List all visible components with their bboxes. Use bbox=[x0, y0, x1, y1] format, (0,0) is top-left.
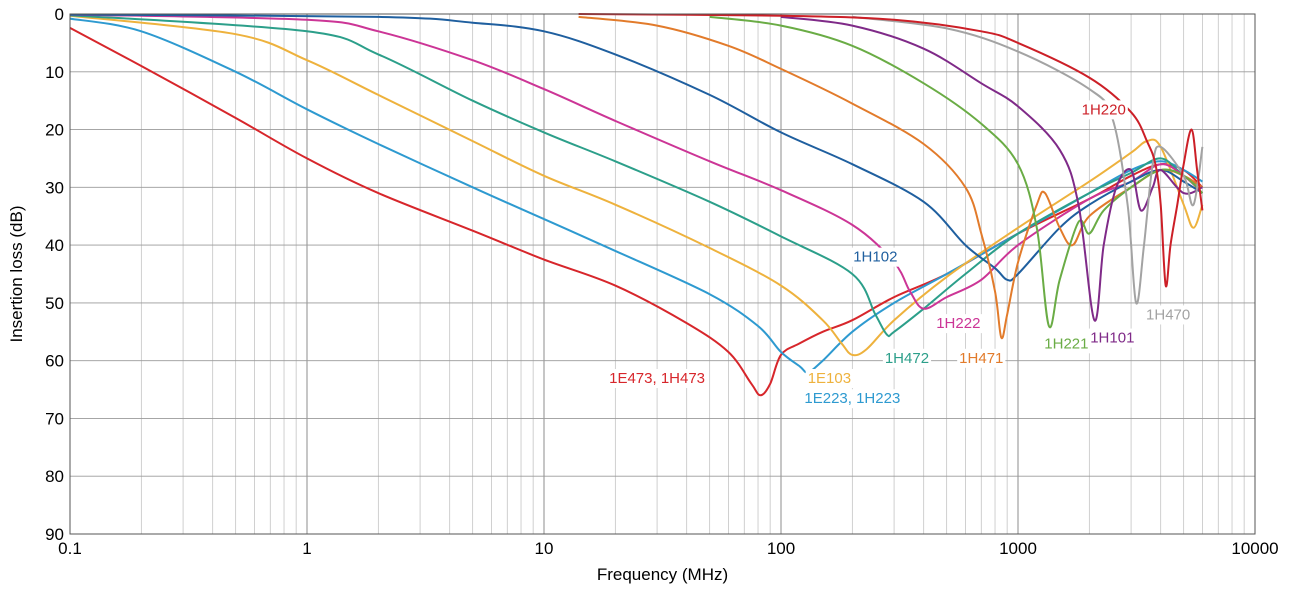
y-tick-label: 90 bbox=[45, 525, 64, 544]
x-tick-labels: 0.1 1 10 100 1000 10000 bbox=[58, 539, 1278, 558]
series-line-1e103 bbox=[69, 14, 1204, 357]
series-line-1h220 bbox=[578, 13, 1204, 288]
y-tick-label: 80 bbox=[45, 467, 64, 486]
x-tick-label: 10 bbox=[535, 539, 554, 558]
series-line-1h470 bbox=[852, 15, 1204, 305]
series-line-1h471 bbox=[578, 15, 1203, 340]
series-label-bg bbox=[1144, 305, 1193, 325]
y-tick-labels: 0 10 20 30 40 50 60 70 80 90 bbox=[45, 5, 64, 544]
y-tick-label: 40 bbox=[45, 236, 64, 255]
x-tick-label: 1 bbox=[302, 539, 311, 558]
y-tick-label: 70 bbox=[45, 409, 64, 428]
y-tick-label: 60 bbox=[45, 352, 64, 371]
series-label-bg bbox=[1088, 328, 1137, 348]
x-axis-label: Frequency (MHz) bbox=[597, 565, 728, 584]
series-line-1h221 bbox=[709, 15, 1204, 329]
x-tick-label: 1000 bbox=[999, 539, 1037, 558]
y-tick-label: 50 bbox=[45, 294, 64, 313]
y-tick-label: 30 bbox=[45, 178, 64, 197]
series-line-1h101 bbox=[780, 15, 1203, 322]
series-label: 1H102 bbox=[853, 249, 897, 266]
y-tick-label: 10 bbox=[45, 63, 64, 82]
series-label-bg bbox=[957, 348, 1006, 368]
series-label-bg bbox=[882, 348, 932, 368]
series-label-bg bbox=[934, 314, 983, 334]
series-label-bg bbox=[802, 389, 903, 409]
series-label-bg bbox=[851, 247, 900, 267]
series-label: 1H472 bbox=[885, 350, 929, 367]
series-label: 1H221 bbox=[1044, 335, 1088, 352]
series-label: 1H101 bbox=[1090, 330, 1134, 347]
grid-lines bbox=[69, 13, 1255, 535]
series-label-bg bbox=[607, 369, 708, 388]
series-label: 1H470 bbox=[1146, 306, 1190, 323]
series-annotations: 1E473, 1H473 1E223, 1H223 1E103 1H472 1H222 1… bbox=[607, 100, 1193, 409]
x-tick-label: 0.1 bbox=[58, 539, 82, 558]
series-label-bg bbox=[1042, 334, 1091, 354]
y-tick-label: 20 bbox=[45, 121, 64, 140]
y-tick-label: 0 bbox=[55, 5, 64, 24]
series-label-bg bbox=[805, 369, 854, 388]
plot-frame bbox=[69, 13, 1256, 535]
series-lines bbox=[69, 13, 1204, 397]
x-tick-label: 100 bbox=[767, 539, 795, 558]
series-label: 1H471 bbox=[959, 350, 1003, 367]
series-label: 1H220 bbox=[1082, 101, 1126, 118]
y-axis-label: Insertion loss (dB) bbox=[7, 206, 26, 343]
series-label: 1H222 bbox=[936, 315, 980, 332]
series-label-bg bbox=[1079, 100, 1128, 120]
x-tick-label: 10000 bbox=[1231, 539, 1278, 558]
series-label: 1E103 bbox=[808, 370, 851, 387]
series-line-1h102 bbox=[69, 13, 1203, 282]
series-line-1h472 bbox=[69, 14, 1203, 338]
series-label: 1E473, 1H473 bbox=[609, 370, 705, 387]
series-label: 1E223, 1H223 bbox=[804, 390, 900, 407]
